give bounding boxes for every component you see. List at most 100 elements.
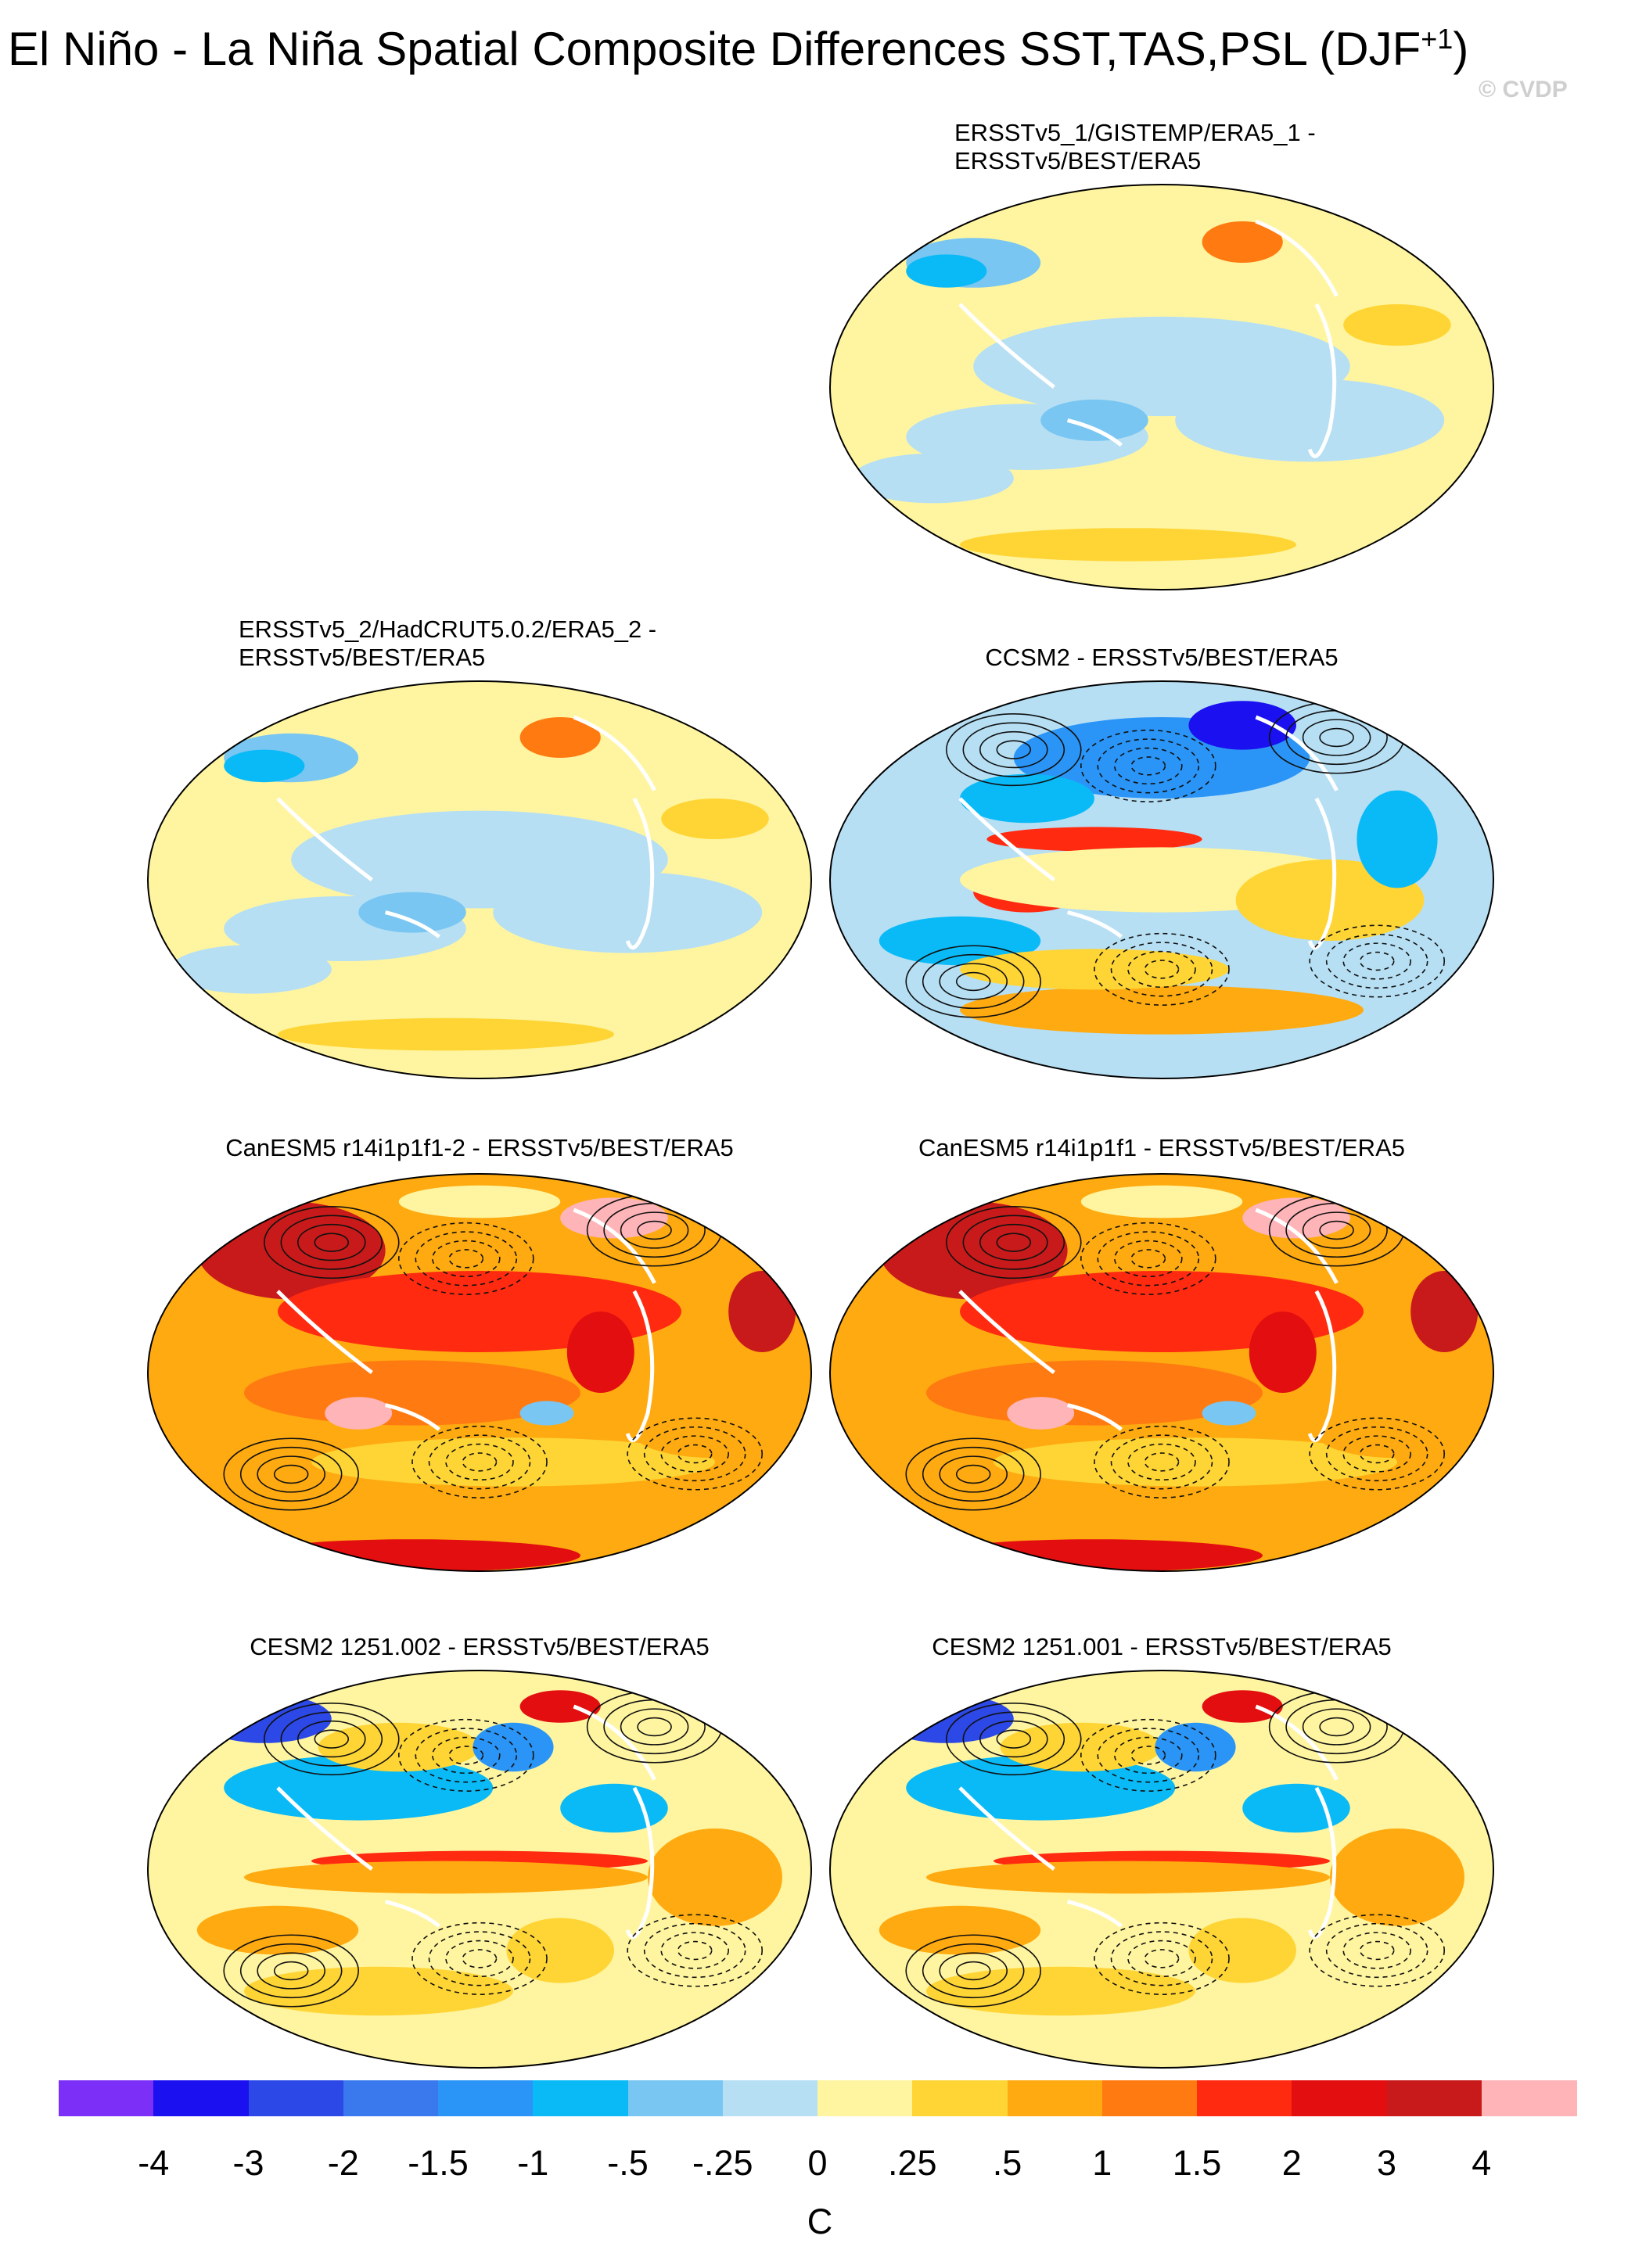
map-field xyxy=(148,1174,811,1571)
colorbar-tick-label: -4 xyxy=(138,2143,170,2183)
anomaly-region xyxy=(1202,1690,1283,1723)
psl-contour xyxy=(1319,1220,1354,1240)
anomaly-region xyxy=(1343,304,1451,346)
coastline xyxy=(385,910,440,938)
panel-1-title-line2: ERSSTv5/BEST/ERA5 xyxy=(954,147,1202,174)
panel-3-title: CCSM2 - ERSSTv5/BEST/ERA5 xyxy=(985,644,1339,671)
psl-contour xyxy=(905,945,1041,1018)
psl-contour xyxy=(1127,1940,1196,1978)
anomaly-region xyxy=(318,1722,480,1772)
coastline xyxy=(1307,303,1337,458)
anomaly-region xyxy=(1175,379,1445,462)
anomaly-region xyxy=(519,717,601,758)
anomaly-region xyxy=(926,1966,1195,2016)
map-border xyxy=(829,1173,1494,1572)
psl-contour xyxy=(448,1249,484,1269)
coastline xyxy=(1255,219,1339,297)
anomaly-region xyxy=(560,1783,668,1833)
colorbar-swatch xyxy=(343,2080,439,2116)
psl-contour xyxy=(643,1426,746,1482)
psl-contour xyxy=(946,713,1082,787)
psl-contour xyxy=(1127,1443,1196,1481)
anomaly-region xyxy=(960,528,1296,562)
coastline xyxy=(276,1290,373,1374)
anomaly-region xyxy=(634,1409,796,1459)
psl-contour xyxy=(314,1233,350,1252)
colorbar-tick-label: -2 xyxy=(327,2143,359,2183)
psl-contour xyxy=(1302,1211,1371,1249)
anomaly-region xyxy=(960,985,1364,1035)
colorbar-tick-label: 2 xyxy=(1281,2143,1302,2183)
psl-contour xyxy=(1302,1708,1371,1746)
panel-4-map xyxy=(147,1173,812,1572)
anomaly-region xyxy=(728,1271,796,1352)
coastline xyxy=(573,1208,656,1284)
psl-contour xyxy=(677,1940,713,1961)
psl-contour xyxy=(643,1922,746,1979)
anomaly-region xyxy=(398,1185,561,1218)
colorbar-swatch xyxy=(59,2080,154,2116)
coastline xyxy=(276,1786,373,1871)
panel-7-title: CESM2 1251.001 - ERSSTv5/BEST/ERA5 xyxy=(932,1633,1392,1660)
map-border xyxy=(829,184,1494,590)
colorbar-swatch xyxy=(248,2080,344,2116)
psl-contour xyxy=(431,1240,501,1278)
psl-contour xyxy=(397,1222,534,1295)
coastline xyxy=(1067,910,1123,938)
psl-contour xyxy=(1342,942,1412,980)
psl-contour xyxy=(996,740,1032,759)
anomaly-region xyxy=(852,453,1014,504)
psl-contour xyxy=(996,1729,1032,1749)
coastline xyxy=(1255,1704,1339,1781)
psl-contour xyxy=(1325,1922,1428,1979)
panel-2-title: ERSSTv5_2/HadCRUT5.0.2/ERA5_2 - ERSSTv5/… xyxy=(239,615,656,672)
map-field xyxy=(830,681,1493,1078)
psl-contour xyxy=(273,1961,309,1981)
psl-contour xyxy=(223,1437,359,1511)
panel-6-title: CESM2 1251.002 - ERSSTv5/BEST/ERA5 xyxy=(250,1633,710,1660)
colorbar-swatch xyxy=(1386,2080,1482,2116)
psl-contour xyxy=(1130,756,1166,776)
colorbar-swatch xyxy=(153,2080,250,2116)
colorbar-tick-label: -.5 xyxy=(607,2143,649,2183)
psl-contour xyxy=(1359,1940,1395,1961)
anomaly-region xyxy=(879,916,1041,966)
coastline xyxy=(1255,1208,1339,1284)
anomaly-region xyxy=(244,1966,513,2016)
colorbar-tick-label: 4 xyxy=(1472,2143,1492,2183)
colorbar-swatch xyxy=(722,2080,818,2116)
psl-contour xyxy=(955,1464,991,1484)
colorbar-tick-label: -1 xyxy=(517,2143,549,2183)
anomaly-region xyxy=(1188,1918,1296,1983)
colorbar-tick-label: 1 xyxy=(1092,2143,1112,2183)
psl-contour xyxy=(939,963,1008,1000)
colorbar xyxy=(59,2080,1577,2116)
psl-contour xyxy=(979,1223,1048,1261)
anomaly-region xyxy=(1188,701,1296,750)
figure-title-superscript: +1 xyxy=(1421,23,1454,55)
psl-contour xyxy=(411,1425,548,1498)
panel-5-title: CanESM5 r14i1p1f1 - ERSSTv5/BEST/ERA5 xyxy=(918,1134,1405,1161)
coastline xyxy=(1067,1403,1123,1431)
colorbar-tick-label: 1.5 xyxy=(1172,2143,1222,2183)
anomaly-region xyxy=(986,827,1202,852)
anomaly-region xyxy=(661,798,769,839)
psl-contour xyxy=(1110,942,1213,997)
psl-contour xyxy=(314,1729,350,1749)
anomaly-region xyxy=(926,1861,1330,1894)
anomaly-region xyxy=(1000,1722,1162,1772)
psl-contour xyxy=(257,1455,325,1493)
anomaly-region xyxy=(506,1918,614,1983)
psl-contour xyxy=(627,1914,764,1987)
anomaly-region xyxy=(879,1905,1041,1955)
psl-contour xyxy=(223,1934,359,2008)
psl-contour xyxy=(996,1233,1032,1252)
psl-contour xyxy=(239,1943,343,1999)
psl-contour xyxy=(922,953,1025,1010)
panel-7-map xyxy=(829,1670,1494,2069)
psl-contour xyxy=(1080,1222,1216,1295)
coastline xyxy=(385,1900,440,1928)
psl-contour xyxy=(979,1720,1048,1758)
coastline xyxy=(958,797,1055,881)
colorbar-swatch xyxy=(533,2080,629,2116)
